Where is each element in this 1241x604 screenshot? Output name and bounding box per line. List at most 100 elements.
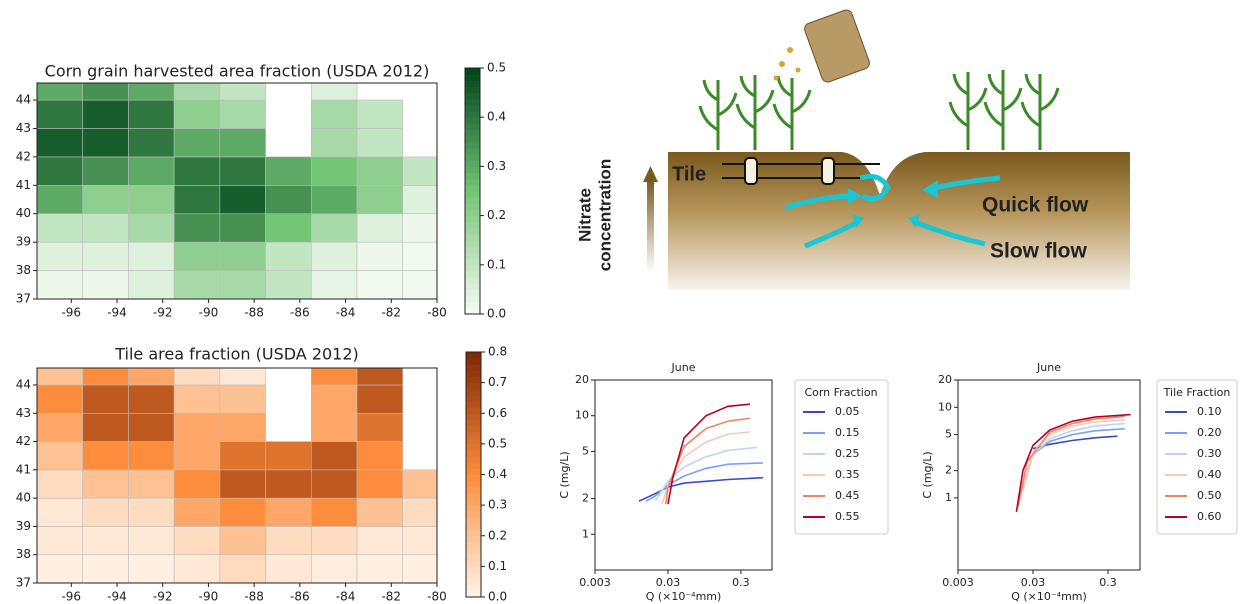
colorbar-segment [466, 536, 481, 543]
map-cell [174, 157, 220, 185]
map-cell [174, 385, 220, 413]
colorbar-segment [466, 554, 481, 561]
colorbar-segment [466, 481, 481, 488]
series-line [666, 418, 750, 504]
map-cell [37, 470, 83, 498]
map-cell [128, 442, 174, 470]
y-tick-label: 41 [16, 462, 31, 476]
colorbar-tick-label: 0.1 [487, 257, 506, 271]
colorbar-segment [466, 579, 481, 586]
colorbar-segment [465, 99, 480, 106]
legend-label: 0.20 [1197, 426, 1222, 439]
colorbar-segment [466, 377, 481, 384]
slow-flow-label: Slow flow [990, 240, 1087, 263]
colorbar-segment [466, 450, 481, 457]
y-tick-label: 1 [945, 491, 952, 504]
map-cell [266, 555, 312, 583]
map-cell [266, 214, 312, 242]
x-tick-label: 0.3 [1099, 576, 1117, 589]
map-cell [83, 242, 129, 270]
map-cell [128, 83, 174, 100]
legend-label: 0.50 [1197, 489, 1222, 502]
map-cell [266, 242, 312, 270]
colorbar-segment [465, 197, 480, 204]
x-tick-label: -96 [61, 306, 81, 320]
y-tick-label: 44 [16, 377, 31, 391]
map-cell [220, 185, 266, 213]
y-tick-label: 40 [16, 206, 31, 220]
x-tick-label: 0.03 [1021, 576, 1046, 589]
map-cell [311, 555, 357, 583]
x-axis-label: Q (×10⁻⁴mm) [1011, 590, 1087, 603]
colorbar-segment [466, 524, 481, 531]
map-cell [174, 128, 220, 156]
colorbar-segment [466, 499, 481, 506]
map-cell [266, 157, 312, 185]
y-tick-label: 39 [16, 519, 31, 533]
map-cell [311, 442, 357, 470]
map-cell [220, 413, 266, 441]
map-cell [220, 128, 266, 156]
colorbar-segment [465, 74, 480, 81]
colorbar-segment [465, 160, 480, 167]
y-tick-label: 44 [16, 93, 31, 107]
map-cell [403, 470, 437, 498]
map-cell [220, 470, 266, 498]
colorbar-tick-label: 0.1 [488, 559, 507, 573]
map-cell [357, 526, 403, 554]
x-tick-label: -86 [290, 306, 310, 320]
colorbar-tick-label: 0.2 [487, 208, 506, 222]
map-cell [83, 413, 129, 441]
map-cell [174, 526, 220, 554]
colorbar-segment [465, 228, 480, 235]
x-tick-label: -96 [61, 590, 81, 604]
colorbar-segment [465, 111, 480, 118]
map-cell [403, 555, 437, 583]
map-cell [37, 83, 83, 100]
map-cell [266, 498, 312, 526]
colorbar-tick-label: 0.4 [487, 110, 506, 124]
map-cell [174, 214, 220, 242]
map-cell [311, 100, 357, 128]
colorbar-segment [465, 277, 480, 284]
y-tick-label: 40 [16, 491, 31, 505]
colorbar-segment [465, 296, 480, 303]
colorbar-segment [466, 456, 481, 463]
map-cell [357, 100, 403, 128]
map-cell [128, 100, 174, 128]
map-chart: Corn grain harvested area fraction (USDA… [16, 61, 506, 321]
map-cell [403, 242, 437, 270]
colorbar-segment [465, 179, 480, 186]
colorbar-segment [466, 444, 481, 451]
x-tick-label: 0.003 [579, 576, 611, 589]
map-cell [266, 442, 312, 470]
map-cell [174, 100, 220, 128]
legend-label: 0.45 [835, 489, 860, 502]
map-cell [311, 526, 357, 554]
colorbar-segment [465, 185, 480, 192]
soil [668, 152, 1130, 290]
colorbar-segment [466, 573, 481, 580]
colorbar-segment [466, 462, 481, 469]
map-cell [37, 526, 83, 554]
map-cell [311, 214, 357, 242]
colorbar-segment [465, 302, 480, 309]
y-tick-label: 20 [938, 373, 952, 386]
map-cell [357, 498, 403, 526]
map-cell [83, 185, 129, 213]
chart-title: Tile area fraction (USDA 2012) [114, 345, 359, 364]
y-tick-label: 38 [16, 263, 31, 277]
map-cell [220, 83, 266, 100]
x-tick-label: 0.003 [942, 576, 974, 589]
map-cell [128, 413, 174, 441]
map-cell [128, 214, 174, 242]
colorbar-segment [465, 68, 480, 75]
y-tick-label: 5 [945, 428, 952, 441]
map-cell [174, 442, 220, 470]
y-tick-label: 20 [575, 373, 589, 386]
concentration-arrow [647, 180, 654, 272]
tile-label: Tile [672, 163, 706, 185]
y-tick-label: 10 [575, 409, 589, 422]
y-tick-label: 42 [16, 434, 31, 448]
colorbar-segment [466, 383, 481, 390]
